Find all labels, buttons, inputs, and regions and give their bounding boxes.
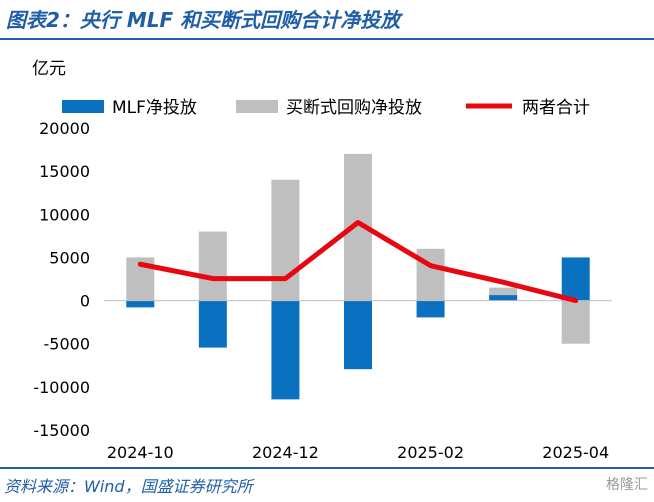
bar-outright <box>416 248 445 301</box>
x-axis: 2024-10 2024-12 2025-02 2025-04 <box>107 443 609 462</box>
line-total <box>137 219 579 304</box>
bar-mlf <box>271 300 300 400</box>
y-tick-label: 5000 <box>49 248 90 267</box>
x-tick-label: 2024-12 <box>252 443 319 462</box>
y-tick-label: 0 <box>80 292 90 311</box>
y-tick-label: 10000 <box>39 205 90 224</box>
bar-outright <box>198 231 227 301</box>
bar-outright <box>271 179 300 301</box>
bar-mlf <box>126 300 155 308</box>
x-tick-label: 2025-02 <box>397 443 464 462</box>
top-divider <box>0 38 654 40</box>
x-tick-label: 2025-04 <box>542 443 609 462</box>
legend-swatch-outright <box>236 100 278 113</box>
series-total <box>137 219 579 304</box>
bar-mlf <box>561 257 590 301</box>
x-tick-label: 2024-10 <box>107 443 174 462</box>
y-tick-label: -15000 <box>33 421 90 440</box>
bar-outright <box>561 300 590 344</box>
bar-mlf <box>416 300 445 318</box>
bar-mlf <box>344 300 372 370</box>
legend: MLF净投放 买断式回购净投放 两者合计 <box>62 98 590 118</box>
legend-swatch-mlf <box>62 100 104 113</box>
legend-label-outright: 买断式回购净投放 <box>286 98 422 118</box>
figure-title: 图表2：央行 MLF 和买断式回购合计净投放 <box>6 8 401 32</box>
chart: 亿元 MLF净投放 买断式回购净投放 两者合计 20000 15000 10000 5… <box>32 59 612 462</box>
source-note: 资料来源：Wind，国盛证券研究所 <box>4 477 253 496</box>
bar-mlf <box>489 295 518 301</box>
y-tick-label: -10000 <box>33 378 90 397</box>
watermark: 格隆汇 <box>606 477 648 493</box>
bar-mlf <box>198 300 227 348</box>
y-tick-label: 20000 <box>39 119 90 138</box>
legend-label-mlf: MLF净投放 <box>112 98 197 118</box>
legend-label-total: 两者合计 <box>522 98 590 118</box>
y-tick-label: -5000 <box>44 335 91 354</box>
bottom-divider <box>0 467 654 469</box>
series-mlf <box>126 257 590 400</box>
y-tick-label: 15000 <box>39 162 90 181</box>
y-unit-label: 亿元 <box>32 59 66 79</box>
y-axis: 20000 15000 10000 5000 0 -5000 -10000 -15000 <box>33 119 90 440</box>
